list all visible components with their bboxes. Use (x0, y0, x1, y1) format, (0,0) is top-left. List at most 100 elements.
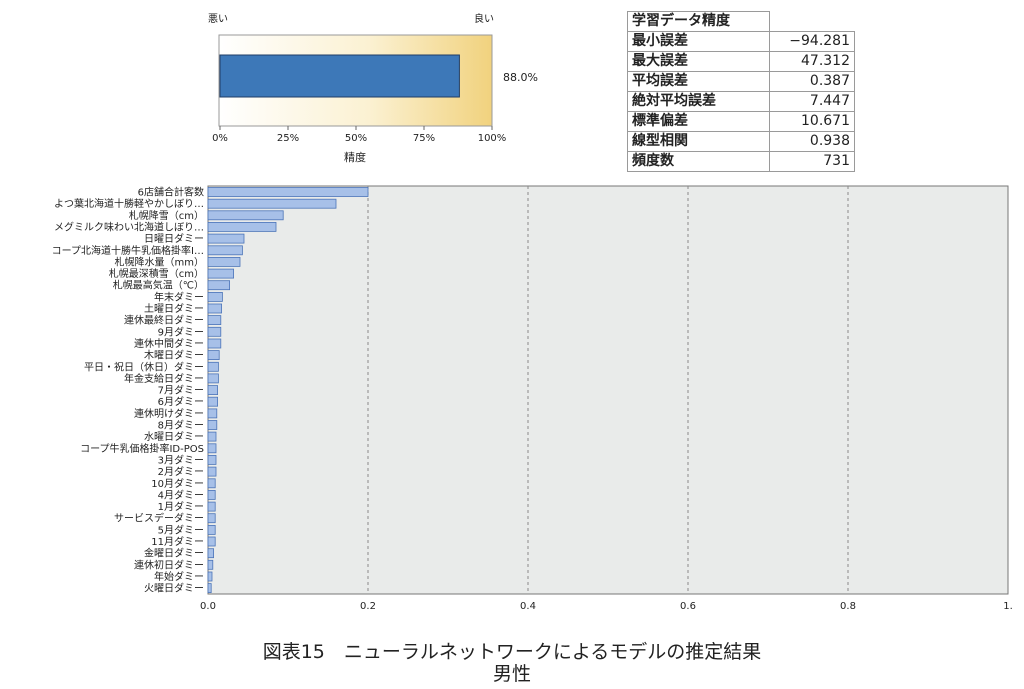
category-label: 連休明けダミー (134, 407, 204, 420)
x-tick-label: 0.6 (680, 601, 696, 612)
bar (207, 536, 216, 547)
bar (207, 489, 216, 500)
bar (207, 280, 231, 291)
bar (207, 233, 245, 244)
category-label: 4月ダミー (158, 488, 204, 501)
category-label: 札幌降雪（cm） (129, 209, 204, 222)
bar (207, 373, 219, 384)
category-label: 水曜日ダミー (144, 430, 204, 443)
category-label: 火曜日ダミー (144, 582, 204, 595)
category-label: 連休最終日ダミー (124, 314, 204, 327)
bar (207, 268, 235, 279)
importance-bar-chart: 6店舗合計客数よつ葉北海道十勝軽やかしぼり…札幌降雪（cm）メグミルク味わい北海… (52, 185, 1013, 612)
category-label: 年始ダミー (154, 570, 204, 583)
category-label: 年金支給日ダミー (124, 372, 204, 385)
bar (207, 350, 220, 361)
stats-row: 最大誤差 47.312 (627, 51, 855, 72)
category-label: コープ牛乳価格掛率ID-POS (80, 442, 204, 455)
figure-caption: 図表15 ニューラルネットワークによるモデルの推定結果 (262, 641, 762, 663)
category-label: 木曜日ダミー (144, 349, 204, 362)
gauge-tick-label: 50% (345, 133, 367, 144)
x-tick-label: 0.8 (840, 601, 856, 612)
category-label: 日曜日ダミー (144, 232, 204, 245)
stats-row: 絶対平均誤差 7.447 (627, 91, 855, 112)
bars (207, 187, 369, 593)
bar (207, 408, 218, 419)
x-axis: 0.0 0.2 0.4 0.6 0.8 1. (200, 601, 1013, 612)
bar (207, 361, 219, 372)
gauge-axis: 0% 25% 50% 75% 100% (212, 126, 506, 144)
x-tick-label: 1. (1003, 601, 1013, 612)
bar (207, 501, 216, 512)
bar (207, 420, 218, 430)
category-label: 札幌最深積雪（cm） (109, 267, 204, 280)
stats-row: 線型相関 0.938 (627, 131, 855, 152)
x-tick-label: 0.4 (520, 601, 536, 612)
category-label: 土曜日ダミー (144, 302, 204, 315)
bar (207, 245, 243, 256)
category-label: 札幌最高気温（℃） (113, 279, 204, 292)
gauge-tick-label: 75% (413, 133, 435, 144)
bar (207, 326, 222, 337)
gauge-good-label: 良い (474, 12, 494, 25)
category-label: 11月ダミー (151, 535, 204, 548)
category-label: 6月ダミー (158, 395, 204, 408)
accuracy-gauge: 悪い 良い 88.0% 0% 25% 50% 75% 100% 精度 (208, 12, 538, 164)
bar (207, 187, 369, 197)
category-label: 年末ダミー (154, 290, 204, 303)
stats-row: 平均誤差 0.387 (627, 71, 855, 92)
gauge-bad-label: 悪い (208, 13, 228, 25)
bar (207, 583, 212, 593)
bar (207, 198, 337, 209)
bar (207, 385, 219, 396)
category-label: 3月ダミー (158, 453, 204, 466)
bar (207, 256, 241, 267)
category-label: 金曜日ダミー (144, 547, 204, 560)
grid-lines (367, 186, 849, 594)
category-label: 連休初日ダミー (134, 558, 204, 571)
figure-subcaption: 男性 (492, 663, 531, 685)
category-label: 5月ダミー (158, 523, 204, 536)
category-label: メグミルク味わい北海道しぼり… (54, 220, 204, 233)
bar (207, 478, 216, 489)
bar (207, 443, 217, 454)
stats-row: 標準偏差 10.671 (627, 111, 855, 132)
bar (207, 513, 216, 524)
category-label: 連休中間ダミー (134, 337, 204, 350)
category-label: 2月ダミー (158, 465, 204, 478)
bar (207, 466, 217, 477)
bar (207, 525, 216, 535)
stats-row: 頻度数 731 (627, 151, 855, 172)
gauge-fill-bar (219, 54, 460, 98)
category-label: よつ葉北海道十勝軽やかしぼり… (54, 197, 204, 210)
gauge-tick-label: 100% (478, 133, 507, 144)
category-label: サービスデーダミー (114, 512, 204, 525)
x-tick-label: 0.0 (200, 601, 216, 612)
gauge-axis-label: 精度 (344, 150, 366, 164)
gauge-tick-label: 25% (277, 133, 299, 144)
category-label: 1月ダミー (158, 500, 204, 513)
plot-area (207, 185, 1009, 595)
category-label: コープ北海道十勝牛乳価格掛率I… (52, 244, 204, 257)
category-label: 10月ダミー (151, 477, 204, 490)
bar (207, 431, 217, 442)
bar (207, 221, 277, 232)
bar (207, 396, 219, 407)
bar (207, 571, 213, 582)
x-tick-label: 0.2 (360, 601, 376, 612)
bar (207, 559, 214, 570)
category-label: 平日・祝日（休日）ダミー (84, 360, 204, 373)
bar (207, 338, 222, 349)
stats-table: 学習データ精度 最小誤差 −94.281 最大誤差 47.312 平均誤差 0.387… (627, 11, 855, 172)
category-label: 6店舗合計客数 (138, 186, 204, 199)
category-label: 8月ダミー (158, 419, 204, 432)
bar (207, 303, 223, 314)
bar (207, 548, 214, 559)
bar (207, 315, 222, 326)
gauge-tick-label: 0% (212, 133, 228, 144)
category-label: 7月ダミー (158, 384, 204, 397)
category-label: 札幌降水量（mm） (115, 255, 204, 268)
bar (207, 291, 223, 302)
bar (207, 210, 284, 221)
bar (207, 454, 217, 465)
